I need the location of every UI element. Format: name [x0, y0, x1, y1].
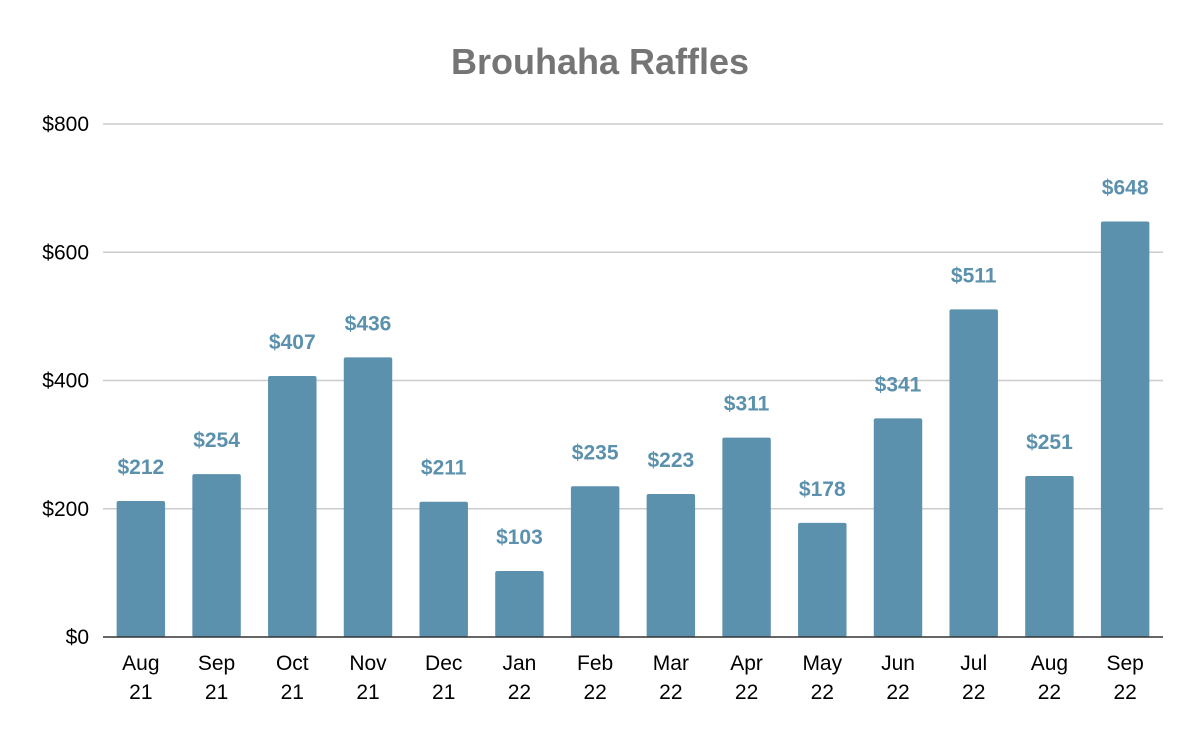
y-tick-label: $200 — [42, 498, 89, 521]
x-tick-label: Apr — [730, 652, 763, 675]
x-tick-label: 22 — [1113, 681, 1136, 704]
x-axis-ticks: Aug 21 Sep 21 Oct 21 Nov 21 Dec 21 Jan 22 Feb 22 Mar 22… — [122, 652, 1144, 704]
data-label: $254 — [193, 429, 240, 452]
data-label: $311 — [724, 393, 770, 416]
x-tick-label: 22 — [659, 681, 682, 704]
x-tick-label: 21 — [432, 681, 455, 704]
x-tick-label: May — [802, 652, 842, 675]
x-tick-label: Oct — [276, 652, 309, 675]
bar — [268, 376, 317, 637]
x-tick-label: 22 — [1038, 681, 1061, 704]
bar — [873, 418, 923, 637]
x-tick-label: 22 — [508, 681, 531, 704]
data-label: $178 — [799, 478, 846, 501]
bar — [192, 474, 241, 637]
x-tick-label: 21 — [281, 681, 304, 704]
bar — [116, 501, 166, 637]
data-label: $103 — [496, 526, 543, 549]
bar — [1100, 221, 1150, 637]
x-tick-label: Jul — [960, 652, 987, 675]
chart-title: Brouhaha Raffles — [451, 41, 749, 82]
data-labels: $212 $254 $407 $436 $211 $103 $235 $223 $311 $178… — [117, 176, 1148, 548]
data-label: $511 — [951, 264, 997, 287]
bar — [495, 570, 544, 637]
y-tick-label: $400 — [42, 370, 89, 393]
x-tick-label: 22 — [962, 681, 985, 704]
data-label: $235 — [572, 441, 619, 464]
data-label: $341 — [875, 373, 922, 396]
x-tick-label: 21 — [129, 681, 152, 704]
x-tick-label: 22 — [735, 681, 758, 704]
y-tick-label: $600 — [42, 241, 89, 264]
data-label: $212 — [117, 456, 164, 479]
gridlines — [103, 123, 1163, 510]
x-tick-label: 21 — [205, 681, 228, 704]
x-tick-label: 22 — [583, 681, 606, 704]
bar — [1025, 476, 1074, 637]
bars — [116, 221, 1150, 637]
bar — [949, 309, 998, 637]
x-tick-label: Sep — [1106, 652, 1143, 675]
bar — [722, 437, 771, 637]
x-tick-label: 22 — [886, 681, 909, 704]
data-label: $648 — [1102, 176, 1149, 199]
data-label: $407 — [269, 331, 316, 354]
x-tick-label: Dec — [425, 652, 462, 675]
x-tick-label: Jan — [502, 652, 536, 675]
x-tick-label: Sep — [198, 652, 235, 675]
x-tick-label: Feb — [577, 652, 613, 675]
bar — [343, 357, 393, 637]
x-tick-label: Jun — [881, 652, 915, 675]
bar — [419, 501, 468, 637]
x-tick-label: 21 — [356, 681, 379, 704]
data-label: $211 — [421, 457, 467, 480]
x-tick-label: Aug — [1031, 652, 1068, 675]
data-label: $436 — [345, 312, 392, 335]
x-tick-label: 22 — [811, 681, 834, 704]
y-axis-ticks: $0 $200 $400 $600 $800 — [42, 113, 89, 649]
x-tick-label: Mar — [653, 652, 689, 675]
x-tick-label: Aug — [122, 652, 159, 675]
x-tick-label: Nov — [349, 652, 387, 675]
data-label: $223 — [647, 449, 694, 472]
data-label: $251 — [1026, 431, 1073, 454]
y-tick-label: $800 — [42, 113, 89, 136]
bar — [646, 494, 696, 637]
bar — [798, 522, 847, 637]
y-tick-label: $0 — [66, 626, 89, 649]
bar — [570, 486, 620, 637]
